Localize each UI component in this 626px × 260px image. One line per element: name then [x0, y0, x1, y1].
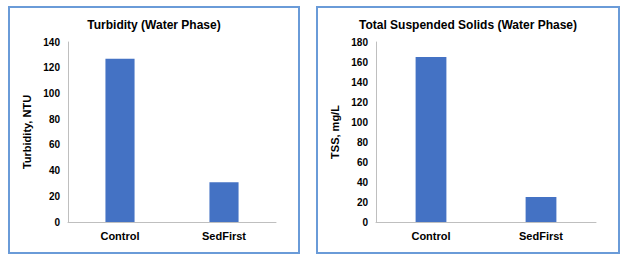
- svg-text:60: 60: [49, 139, 61, 150]
- svg-text:140: 140: [351, 77, 368, 88]
- svg-text:180: 180: [351, 37, 368, 48]
- svg-text:80: 80: [357, 137, 369, 148]
- svg-text:40: 40: [49, 165, 61, 176]
- svg-text:120: 120: [43, 62, 60, 73]
- svg-text:0: 0: [362, 217, 368, 228]
- svg-text:40: 40: [357, 177, 369, 188]
- svg-text:Total Suspended Solids (Water: Total Suspended Solids (Water Phase): [359, 18, 577, 32]
- svg-text:80: 80: [49, 114, 61, 125]
- svg-text:160: 160: [351, 57, 368, 68]
- svg-text:Turbidity (Water Phase): Turbidity (Water Phase): [87, 18, 220, 32]
- svg-text:TSS, mg/L: TSS, mg/L: [329, 105, 341, 159]
- svg-text:20: 20: [357, 197, 369, 208]
- svg-text:60: 60: [357, 157, 369, 168]
- svg-text:Turbidity, NTU: Turbidity, NTU: [21, 95, 33, 169]
- svg-text:0: 0: [54, 217, 60, 228]
- svg-text:100: 100: [351, 117, 368, 128]
- svg-text:140: 140: [43, 37, 60, 48]
- svg-text:SedFirst: SedFirst: [519, 230, 563, 242]
- svg-text:Control: Control: [411, 230, 450, 242]
- svg-text:Control: Control: [100, 230, 139, 242]
- svg-text:100: 100: [43, 88, 60, 99]
- svg-text:120: 120: [351, 97, 368, 108]
- svg-text:SedFirst: SedFirst: [202, 230, 246, 242]
- svg-text:20: 20: [49, 191, 61, 202]
